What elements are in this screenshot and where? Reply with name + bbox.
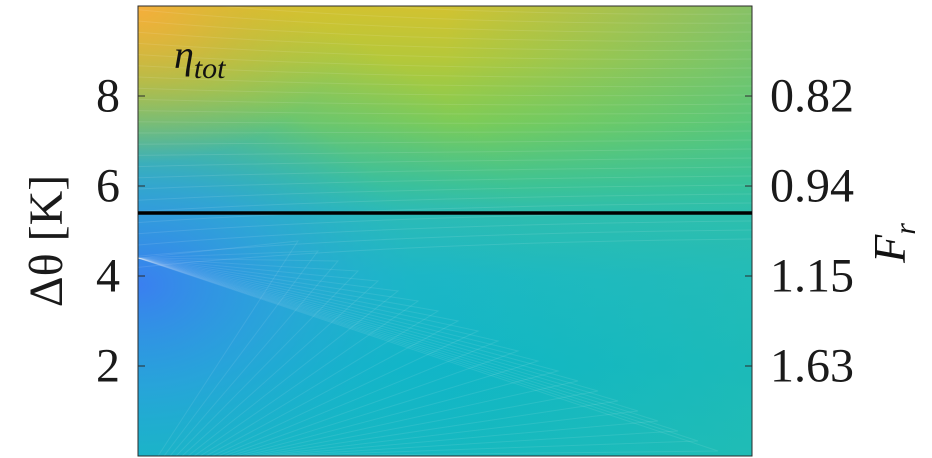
contour-line — [138, 257, 619, 456]
contour-line — [138, 87, 752, 97]
contour-line — [138, 257, 679, 456]
contour-fill-orange-region — [138, 6, 752, 456]
contour-line — [138, 257, 599, 456]
contour-line — [138, 202, 752, 224]
contour-line — [138, 130, 752, 134]
y-axis-label-left: Δθ [K] — [20, 175, 73, 308]
contour-line — [213, 6, 752, 24]
contour-line — [138, 238, 752, 268]
panel-label-sub: tot — [194, 52, 226, 85]
contour-line — [138, 193, 752, 212]
contour-line — [138, 257, 520, 456]
contour-line — [138, 9, 752, 33]
contour-line — [138, 42, 752, 60]
y-ticks-left: 2 4 6 8 — [96, 70, 145, 393]
y-ticks-right: 1.63 1.15 0.94 0.82 — [745, 70, 854, 393]
contour-line — [138, 257, 460, 456]
y-axis-label-right-main: F — [864, 234, 915, 264]
contour-line — [138, 257, 360, 456]
contour-line — [138, 166, 752, 179]
contour-line — [138, 257, 719, 456]
plot-frame — [137, 5, 753, 457]
y-tick-label-left: 2 — [96, 340, 120, 393]
contour-line — [138, 257, 540, 456]
contour-line — [138, 31, 752, 51]
contour-line — [138, 110, 752, 115]
y-tick-label-right: 1.15 — [770, 250, 854, 303]
contour-line — [138, 175, 752, 190]
contour-line — [138, 148, 752, 156]
contour-line — [138, 257, 440, 456]
contour-line — [138, 229, 752, 257]
y-tick-label-right: 0.82 — [770, 70, 854, 123]
contour-line — [138, 184, 752, 201]
contour-line — [138, 257, 380, 456]
contour-line — [138, 257, 420, 456]
contour-line — [138, 54, 752, 69]
plot-area — [138, 6, 752, 456]
contour-line — [361, 6, 752, 15]
contour-line — [138, 257, 400, 456]
contour-line — [138, 65, 752, 79]
contour-line — [138, 220, 752, 246]
contour-line — [138, 257, 480, 456]
y-tick-label-left: 6 — [96, 160, 120, 213]
contour-line — [138, 139, 752, 145]
y-tick-label-left: 8 — [96, 70, 120, 123]
contour-line — [138, 121, 752, 124]
panel-label: ηtot — [174, 32, 226, 85]
contour-line — [138, 257, 699, 456]
contour-line — [138, 20, 752, 42]
y-axis-label-right-sub: r — [889, 223, 922, 235]
contour-line — [138, 257, 500, 456]
contour-line — [138, 257, 659, 456]
panel-label-main: η — [174, 32, 194, 77]
y-tick-label-right: 0.94 — [770, 160, 854, 213]
contour-line — [138, 240, 299, 456]
contour-line — [138, 257, 639, 456]
contour-line — [138, 250, 320, 456]
contour-line — [138, 157, 752, 168]
contour-line — [138, 257, 340, 456]
y-tick-label-right: 1.63 — [770, 340, 854, 393]
contour-line — [138, 257, 560, 456]
contour-line — [138, 257, 579, 456]
y-axis-label-right: Fr — [864, 223, 922, 264]
contour-line — [138, 98, 752, 106]
y-tick-label-left: 4 — [96, 250, 120, 303]
contour-line — [138, 76, 752, 88]
contour-lines — [138, 6, 752, 456]
